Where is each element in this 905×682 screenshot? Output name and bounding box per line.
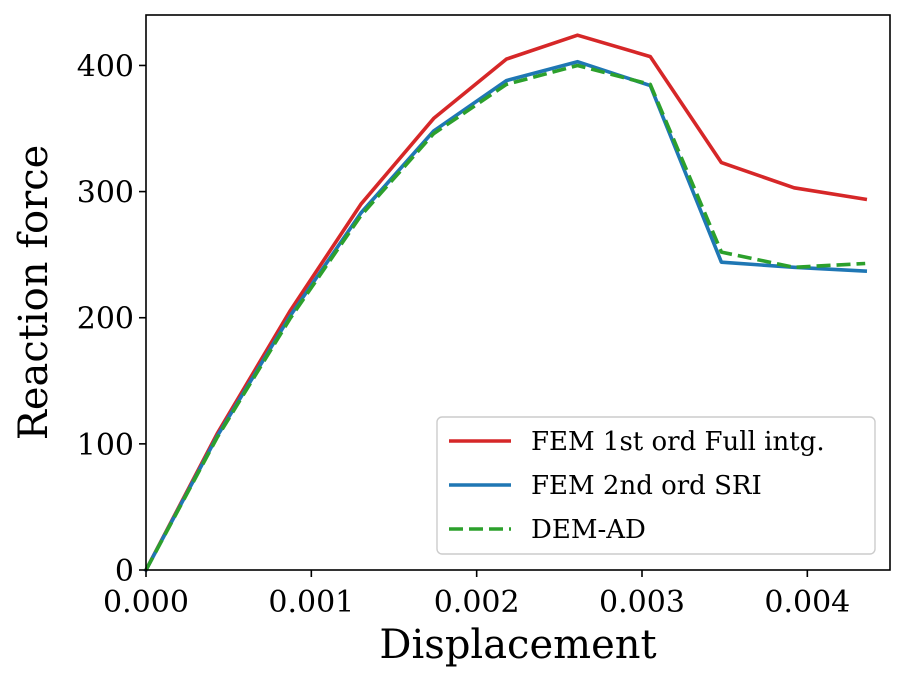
legend-label-1: FEM 1st ord Full intg. — [531, 427, 825, 457]
y-tick-label: 400 — [77, 49, 134, 84]
y-tick-label: 0 — [115, 554, 134, 589]
x-tick-label: 0.000 — [103, 585, 189, 620]
legend-box — [436, 416, 876, 555]
plot-frame — [145, 14, 891, 571]
x-axis-title: Displacement — [379, 622, 656, 668]
x-tick-label: 0.002 — [434, 585, 520, 620]
series-line-3 — [144, 63, 866, 571]
series-line-1 — [143, 33, 868, 573]
series-layer — [143, 33, 868, 573]
x-tick-label: 0.001 — [268, 585, 354, 620]
y-tick-label: 200 — [77, 302, 134, 337]
x-tick-label: 0.004 — [764, 585, 850, 620]
y-tick-label: 300 — [77, 176, 134, 211]
y-axis-title: Reaction force — [11, 145, 57, 441]
y-tick-label: 100 — [77, 428, 134, 463]
legend-label-2: FEM 2nd ord SRI — [531, 471, 762, 501]
x-tick-label: 0.003 — [599, 585, 685, 620]
legend: FEM 1st ord Full intg. FEM 2nd ord SRI DEM… — [436, 416, 876, 555]
ticks-layer: 0.000 0.001 0.002 0.003 0.004 0 100 200 300 400 — [77, 49, 851, 620]
legend-label-3: DEM-AD — [531, 515, 646, 545]
